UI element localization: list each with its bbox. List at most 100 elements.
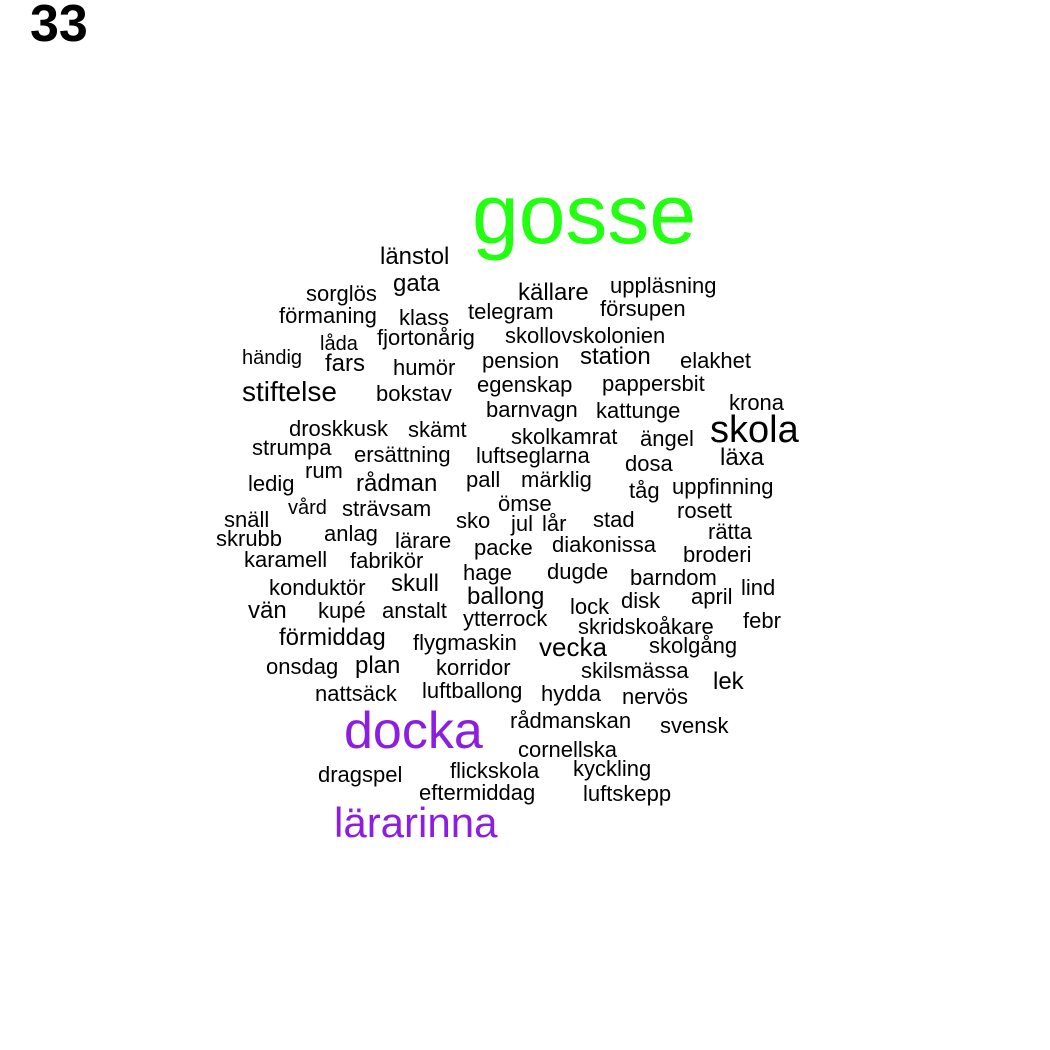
cloud-word: lind: [741, 575, 776, 600]
cloud-word: docka: [344, 702, 483, 760]
cloud-word: händig: [242, 347, 303, 369]
cloud-word: rådman: [356, 470, 438, 497]
cloud-word: vecka: [539, 632, 607, 662]
cloud-word: gosse: [472, 167, 697, 261]
cloud-word: uppfinning: [672, 474, 774, 499]
cloud-word: lärare: [395, 528, 452, 553]
cloud-word: krona: [729, 390, 785, 415]
cloud-word: april: [691, 584, 733, 609]
cloud-word: dragspel: [318, 762, 403, 787]
cloud-word: fabrikör: [350, 548, 424, 573]
cloud-word: uppläsning: [610, 273, 717, 298]
cloud-word: sorglös: [306, 281, 377, 306]
cloud-word: skilsmässa: [581, 658, 689, 683]
cloud-word: luftseglarna: [476, 443, 590, 468]
cloud-word: tåg: [629, 478, 660, 503]
cloud-word: ömse: [498, 491, 552, 516]
cloud-word: jul: [511, 511, 534, 536]
cloud-word: luftballong: [422, 678, 523, 703]
cloud-word: fars: [325, 350, 366, 377]
cloud-word: nattsäck: [315, 681, 397, 706]
cloud-word: luftskepp: [583, 781, 672, 806]
cloud-word: strävsam: [342, 496, 432, 521]
cloud-word: svensk: [660, 713, 729, 738]
cloud-word: lärarinna: [334, 799, 498, 846]
cloud-word: elakhet: [680, 348, 751, 373]
cloud-word: nervös: [622, 684, 689, 709]
cloud-word: packe: [474, 535, 533, 560]
cloud-word: telegram: [468, 299, 554, 324]
cloud-word: länstol: [380, 243, 450, 270]
cloud-word: förmaning: [279, 303, 377, 328]
cloud-word: kattunge: [596, 398, 681, 423]
cloud-word: pension: [482, 348, 560, 373]
cloud-word: kupé: [318, 598, 366, 623]
cloud-word: lock: [570, 594, 610, 619]
cloud-word: snäll: [224, 507, 270, 532]
cloud-word: hydda: [541, 681, 601, 706]
cloud-word: klass: [399, 305, 450, 330]
cloud-word: försupen: [600, 296, 686, 321]
cloud-word: diakonissa: [552, 532, 656, 557]
cloud-word: källare: [518, 279, 589, 306]
cloud-word: vård: [288, 497, 327, 519]
cloud-word: karamell: [244, 547, 328, 572]
cloud-word: korridor: [436, 655, 511, 680]
cloud-word: gata: [393, 270, 440, 297]
cloud-word: stad: [593, 507, 635, 532]
cloud-word: konduktör: [269, 575, 366, 600]
cloud-word: barnvagn: [486, 397, 578, 422]
cloud-word: lår: [542, 511, 567, 536]
cloud-word: eftermiddag: [419, 780, 536, 805]
cloud-word: hage: [463, 560, 512, 585]
cloud-word: bokstav: [376, 381, 452, 406]
cloud-word: pall: [466, 467, 501, 492]
cloud-word: stiftelse: [242, 376, 337, 407]
cloud-word: strumpa: [252, 435, 332, 460]
cloud-word: förmiddag: [279, 624, 386, 651]
cloud-word: anlag: [324, 521, 378, 546]
cloud-word: skollovskolonien: [505, 323, 666, 348]
page-number: 33: [30, 0, 88, 53]
cloud-word: ledig: [248, 471, 295, 496]
cloud-word: flickskola: [450, 758, 540, 783]
cloud-word: ängel: [640, 426, 694, 451]
cloud-word: plan: [355, 652, 401, 679]
cloud-word: vän: [248, 597, 287, 624]
cloud-word: pappersbit: [602, 371, 705, 396]
cloud-word: rosett: [677, 498, 733, 523]
cloud-word: egenskap: [477, 372, 573, 397]
cloud-word: skrubb: [216, 526, 283, 551]
cloud-word: lek: [713, 668, 744, 695]
cloud-word: ballong: [467, 583, 545, 610]
cloud-word: febr: [743, 608, 781, 633]
cloud-word: skolkamrat: [511, 424, 618, 449]
cloud-word: rum: [305, 458, 343, 483]
cloud-word: droskkusk: [289, 416, 389, 441]
cloud-word: disk: [621, 588, 661, 613]
cloud-word: rätta: [708, 519, 753, 544]
cloud-word: ytterrock: [463, 606, 548, 631]
cloud-word: station: [580, 343, 651, 370]
cloud-word: dugde: [547, 559, 609, 584]
cloud-word: märklig: [521, 467, 592, 492]
cloud-word: humör: [393, 355, 456, 380]
cloud-word: skolgång: [649, 633, 738, 658]
cloud-word: ersättning: [354, 442, 451, 467]
cloud-word: fjortonårig: [377, 325, 475, 350]
cloud-word: låda: [320, 333, 358, 355]
cloud-word: broderi: [683, 542, 752, 567]
cloud-word: skola: [710, 409, 799, 451]
cloud-word: kyckling: [573, 756, 652, 781]
cloud-word: barndom: [630, 565, 717, 590]
cloud-word: flygmaskin: [413, 630, 517, 655]
cloud-word: läxa: [720, 444, 765, 471]
cloud-word: skridskoåkare: [578, 614, 714, 639]
cloud-word: sko: [456, 508, 491, 533]
cloud-word: skämt: [408, 417, 467, 442]
cloud-word: skull: [391, 570, 440, 597]
cloud-word: rådmanskan: [510, 708, 632, 733]
cloud-word: dosa: [625, 451, 673, 476]
cloud-word: cornellska: [518, 737, 618, 762]
